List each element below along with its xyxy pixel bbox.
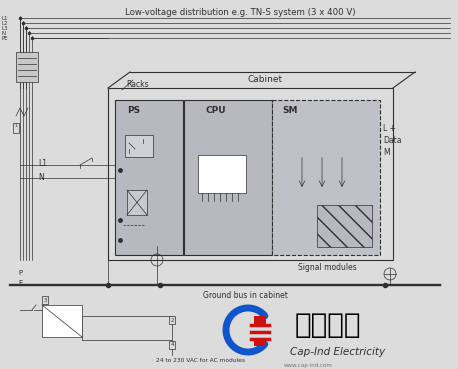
- Text: 3: 3: [43, 297, 47, 303]
- Text: L2: L2: [2, 21, 9, 25]
- Text: L +: L +: [383, 124, 396, 132]
- Bar: [272, 100, 380, 255]
- Text: www.cap-ind.com: www.cap-ind.com: [284, 362, 333, 368]
- Text: CPU: CPU: [206, 106, 227, 114]
- Text: PE: PE: [2, 35, 9, 41]
- Bar: [254, 338, 266, 346]
- Text: 2: 2: [170, 317, 174, 323]
- Text: AC: AC: [45, 323, 54, 328]
- Bar: [198, 155, 246, 193]
- Bar: [184, 100, 272, 255]
- Bar: [108, 88, 393, 260]
- Text: L3: L3: [2, 25, 9, 31]
- Bar: [115, 100, 183, 255]
- Bar: [317, 205, 372, 247]
- Text: 容感电气: 容感电气: [295, 311, 361, 339]
- Text: 4: 4: [170, 342, 174, 348]
- Text: Cap-Ind Electricity: Cap-Ind Electricity: [290, 347, 386, 357]
- Bar: [254, 316, 266, 326]
- Text: AC: AC: [45, 311, 54, 317]
- Text: L1: L1: [2, 15, 9, 21]
- Text: Racks: Racks: [126, 79, 149, 89]
- Bar: [42, 305, 82, 337]
- Text: Low-voltage distribution e.g. TN-S system (3 x 400 V): Low-voltage distribution e.g. TN-S syste…: [125, 8, 355, 17]
- Text: Cabinet: Cabinet: [247, 75, 283, 83]
- Bar: [127, 190, 147, 215]
- Text: N: N: [38, 172, 44, 182]
- Bar: [125, 135, 153, 157]
- Text: ¹: ¹: [15, 125, 17, 131]
- Text: Data: Data: [383, 135, 402, 145]
- Text: SM: SM: [282, 106, 298, 114]
- Text: Signal modules: Signal modules: [298, 262, 356, 272]
- Text: L1: L1: [38, 159, 47, 168]
- Text: 24 to 230 VAC for AC modules: 24 to 230 VAC for AC modules: [156, 358, 245, 362]
- Text: PS: PS: [127, 106, 140, 114]
- Text: M: M: [383, 148, 390, 156]
- Bar: [16, 52, 38, 82]
- Text: Ground bus in cabinet: Ground bus in cabinet: [202, 290, 288, 300]
- Text: N: N: [2, 31, 6, 35]
- Text: E: E: [18, 280, 22, 286]
- Text: P: P: [18, 270, 22, 276]
